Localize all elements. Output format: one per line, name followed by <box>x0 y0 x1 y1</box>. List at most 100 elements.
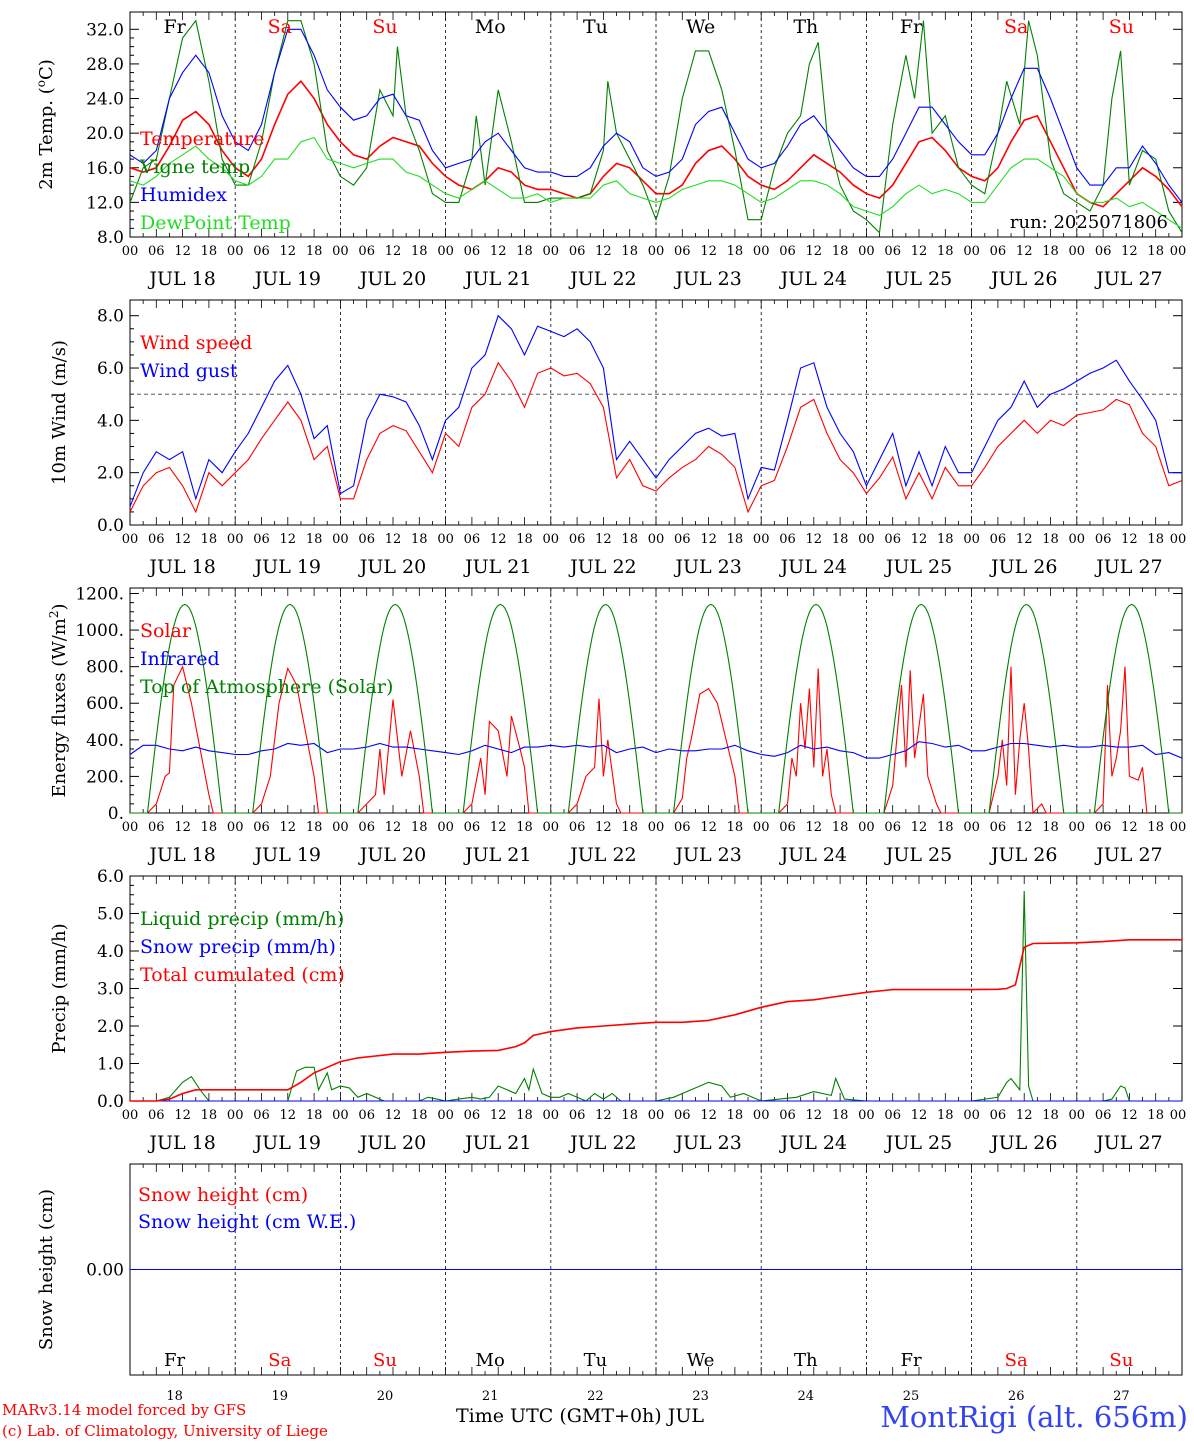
series-dewpoint-temp <box>129 136 1183 229</box>
day-label: JUL 18 <box>147 844 215 866</box>
hour-label: 18 <box>411 1108 428 1123</box>
hour-label: 06 <box>884 820 901 835</box>
day-label: JUL 27 <box>1094 268 1162 290</box>
hour-label: 12 <box>1121 244 1138 259</box>
y-tick-label: 8.0 <box>97 307 124 327</box>
hour-label: 18 <box>1042 532 1059 547</box>
hour-label: 12 <box>595 820 612 835</box>
y-tick-label: 24.0 <box>86 90 124 110</box>
hour-label: 06 <box>464 244 481 259</box>
day-label: JUL 26 <box>989 844 1057 866</box>
hour-label: 12 <box>174 532 191 547</box>
hour-label: 18 <box>832 1108 849 1123</box>
weekday-label: Tu <box>584 1350 608 1371</box>
y-tick-label: 8.0 <box>97 228 124 248</box>
hour-label: 18 <box>1147 1108 1164 1123</box>
hour-label: 00 <box>332 820 349 835</box>
hour-label: 06 <box>464 532 481 547</box>
day-number-label: 19 <box>272 1389 289 1404</box>
y-tick-label: 16.0 <box>86 159 124 179</box>
hour-label: 18 <box>516 820 533 835</box>
hour-label: 00 <box>332 244 349 259</box>
hour-label: 06 <box>779 532 796 547</box>
y-tick-label: 20.0 <box>86 124 124 144</box>
hour-label: 12 <box>1121 1108 1138 1123</box>
hour-label: 12 <box>1121 820 1138 835</box>
hour-label: 00 <box>858 820 875 835</box>
weekday-label: Tu <box>583 16 608 38</box>
day-label: JUL 25 <box>884 556 952 578</box>
day-label: JUL 20 <box>358 844 426 866</box>
series-solar <box>130 665 1148 815</box>
hour-label: 18 <box>1042 244 1059 259</box>
weekday-label: Sa <box>1005 1350 1028 1371</box>
day-label: JUL 25 <box>884 268 952 290</box>
hour-label: 18 <box>516 244 533 259</box>
weekday-label: Sa <box>268 1350 291 1371</box>
day-label: JUL 19 <box>253 1132 321 1154</box>
hour-label: 18 <box>1042 1108 1059 1123</box>
hour-label: 00 <box>437 532 454 547</box>
hour-label: 18 <box>1042 820 1059 835</box>
y-tick-label: 0. <box>108 804 124 824</box>
day-label: JUL 18 <box>147 556 215 578</box>
hour-label: 06 <box>884 532 901 547</box>
y-tick-label: 6.0 <box>97 359 124 379</box>
hour-label: 18 <box>411 820 428 835</box>
hour-label: 18 <box>937 820 954 835</box>
time-axis-label: Time UTC (GMT+0h) JUL <box>456 1405 704 1427</box>
hour-label: 12 <box>806 244 823 259</box>
hour-label: 18 <box>832 244 849 259</box>
day-label: JUL 23 <box>673 556 741 578</box>
weekday-label: We <box>686 16 715 38</box>
hour-label: 12 <box>1121 532 1138 547</box>
legend-liquid-precip-mm-h: Liquid precip (mm/h) <box>140 908 344 930</box>
day-label: JUL 24 <box>779 1132 847 1154</box>
run-label: run: 2025071806 <box>1010 212 1168 233</box>
hour-label: 12 <box>490 820 507 835</box>
hour-label: 00 <box>1069 244 1086 259</box>
hour-label: 00 <box>753 532 770 547</box>
hour-label: 00 <box>858 1108 875 1123</box>
hour-label: 00 <box>1069 532 1086 547</box>
y-tick-label: 800. <box>86 658 124 678</box>
day-label: JUL 21 <box>463 268 531 290</box>
day-label: JUL 18 <box>147 268 215 290</box>
hour-label: 18 <box>201 1108 218 1123</box>
hour-label: 12 <box>700 244 717 259</box>
day-label: JUL 21 <box>463 844 531 866</box>
hour-label: 00 <box>227 1108 244 1123</box>
hour-label: 06 <box>884 1108 901 1123</box>
panel-frame <box>129 587 1183 814</box>
day-label: JUL 20 <box>358 556 426 578</box>
hour-label: 12 <box>280 1108 297 1123</box>
hour-label: 06 <box>569 1108 586 1123</box>
y-axis-label: 10m Wind (m/s) <box>49 340 70 485</box>
hour-label: 12 <box>700 532 717 547</box>
hour-label: 00 <box>1170 244 1187 259</box>
hour-label: 18 <box>621 1108 638 1123</box>
day-label: JUL 27 <box>1094 556 1162 578</box>
hour-label: 12 <box>806 532 823 547</box>
weekday-label: Su <box>1109 1350 1133 1371</box>
hour-label: 12 <box>700 820 717 835</box>
hour-label: 00 <box>963 820 980 835</box>
hour-label: 00 <box>1069 1108 1086 1123</box>
day-label: JUL 26 <box>989 1132 1057 1154</box>
hour-label: 00 <box>122 1108 139 1123</box>
hour-label: 06 <box>358 1108 375 1123</box>
day-label: JUL 21 <box>463 1132 531 1154</box>
hour-label: 06 <box>148 244 165 259</box>
hour-label: 12 <box>490 1108 507 1123</box>
legend-snow-height-cm: Snow height (cm) <box>138 1184 308 1206</box>
hour-label: 06 <box>148 820 165 835</box>
weekday-label: Th <box>794 1350 818 1371</box>
day-number-label: 24 <box>798 1389 815 1404</box>
hour-label: 06 <box>253 244 270 259</box>
hour-label: 00 <box>122 532 139 547</box>
series-humidex <box>129 28 1183 203</box>
hour-label: 00 <box>648 532 665 547</box>
hour-label: 06 <box>358 820 375 835</box>
day-number-label: 25 <box>903 1389 920 1404</box>
day-label: JUL 25 <box>884 1132 952 1154</box>
